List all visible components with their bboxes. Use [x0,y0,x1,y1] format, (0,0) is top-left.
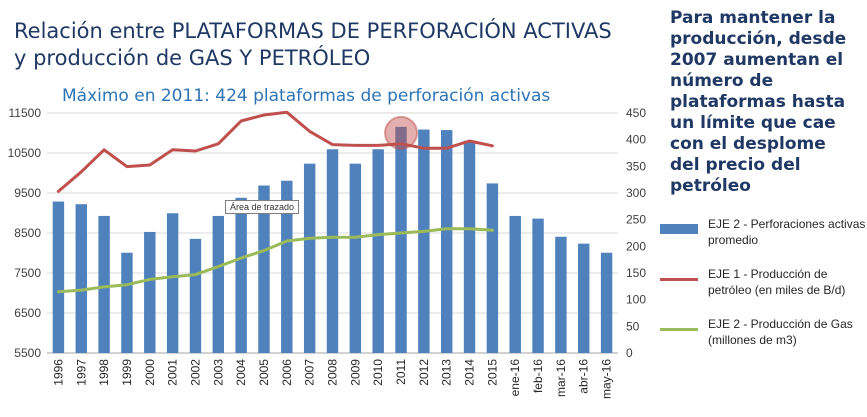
x-axis-tick-label: 2001 [166,359,180,386]
left-axis-tick-label: 9500 [14,186,41,200]
right-axis-tick-label: 100 [626,293,646,307]
right-axis-tick-label: 300 [626,186,646,200]
bar [555,236,567,353]
x-axis-tick-label: 2004 [234,359,248,386]
bar [509,215,521,353]
bar [349,163,362,353]
x-axis-tick-label: 2000 [143,359,157,386]
x-axis-tick-label: 1999 [120,359,134,386]
right-axis-tick-label: 400 [626,133,646,147]
bar [166,213,179,353]
x-axis-tick-label: 2012 [417,359,431,386]
x-axis-tick-label: ene-16 [508,359,522,397]
x-axis-tick-label: 1997 [74,359,88,386]
x-axis-tick-label: may-16 [600,359,614,399]
legend-label-rigs: EJE 2 - Perforaciones activas promedio [708,217,866,247]
x-axis-tick-label: 2015 [485,359,499,386]
legend-swatch-rigs [660,224,698,234]
bar [258,185,270,353]
right-axis-tick-label: 50 [626,319,640,333]
legend-label-gas: EJE 2 - Producción de Gas (millones de m… [708,317,853,347]
x-axis-tick-label: 2002 [188,359,202,386]
x-axis-tick-label: 2014 [463,359,477,386]
legend-line-gas [660,328,698,331]
left-axis-tick-label: 5500 [14,346,41,360]
bar [600,252,613,353]
bar [303,163,316,353]
legend-line-oil [660,278,698,281]
x-axis-tick-label: mar-16 [554,359,568,397]
highlight-marker [384,115,419,150]
left-axis-tick-label: 7500 [14,266,41,280]
bar [121,252,133,353]
x-axis-tick-label: 2009 [348,359,362,386]
right-axis-tick-label: 0 [626,346,633,360]
chart-subtitle: Máximo en 2011: 424 plataformas de perfo… [62,86,551,106]
x-axis-tick-label: abr-16 [577,359,591,394]
bar [75,204,87,353]
bar [235,197,247,353]
right-axis-tick-label: 250 [626,213,646,227]
chart-title-line2: y producción de GAS Y PETRÓLEO [14,46,371,70]
side-note: Para mantener la producción, desde 2007 … [670,8,847,196]
legend: EJE 2 - Perforaciones activas promedio E… [660,216,865,366]
x-axis-tick-label: 2013 [440,359,454,386]
bar [440,130,453,353]
bar [372,149,384,353]
x-axis-tick-label: 1996 [51,359,65,386]
bar [189,238,202,353]
bar [326,149,339,353]
x-axis-tick-label: 2005 [257,359,271,386]
x-axis-tick-label: 2006 [280,359,294,386]
chart-title: Relación entre PLATAFORMAS DE PERFORACIÓ… [14,18,624,72]
x-axis-tick-label: 2003 [211,359,225,386]
right-axis-tick-label: 350 [626,159,646,173]
x-axis-tick-label: 2007 [303,359,317,386]
left-axis-tick-label: 10500 [8,146,42,160]
bar [98,215,110,353]
legend-item-oil[interactable]: EJE 1 - Producción de petróleo (en miles… [660,266,865,316]
x-axis-tick-label: 2010 [371,359,385,386]
plot-area-tooltip: Área de trazado [225,200,300,214]
x-axis-tick-label: 2008 [326,359,340,386]
legend-label-oil: EJE 1 - Producción de petróleo (en miles… [708,267,846,297]
x-axis-tick-label: feb-16 [531,359,545,393]
left-axis-tick-label: 11500 [9,106,42,120]
bar [395,126,407,353]
right-axis-tick-label: 450 [626,106,646,120]
bar [463,140,476,353]
legend-item-gas[interactable]: EJE 2 - Producción de Gas (millones de m… [660,316,865,366]
left-axis-tick-label: 6500 [14,306,41,320]
gas-production-line [56,227,494,294]
oil-production-line [56,110,494,193]
legend-item-rigs[interactable]: EJE 2 - Perforaciones activas promedio [660,216,865,266]
left-axis-tick-label: 8500 [14,226,41,240]
bar [418,129,430,353]
right-axis-tick-label: 150 [626,266,646,280]
bar [281,180,293,353]
bar [486,183,499,353]
bar [52,201,65,353]
x-axis-tick-label: 2011 [394,359,408,385]
chart-title-line1: Relación entre PLATAFORMAS DE PERFORACIÓ… [14,19,612,43]
bar [144,231,156,353]
right-axis-tick-label: 200 [626,239,646,253]
bar [212,215,225,353]
bar [532,218,544,353]
bar [578,243,590,353]
x-axis-tick-label: 1998 [97,359,111,386]
